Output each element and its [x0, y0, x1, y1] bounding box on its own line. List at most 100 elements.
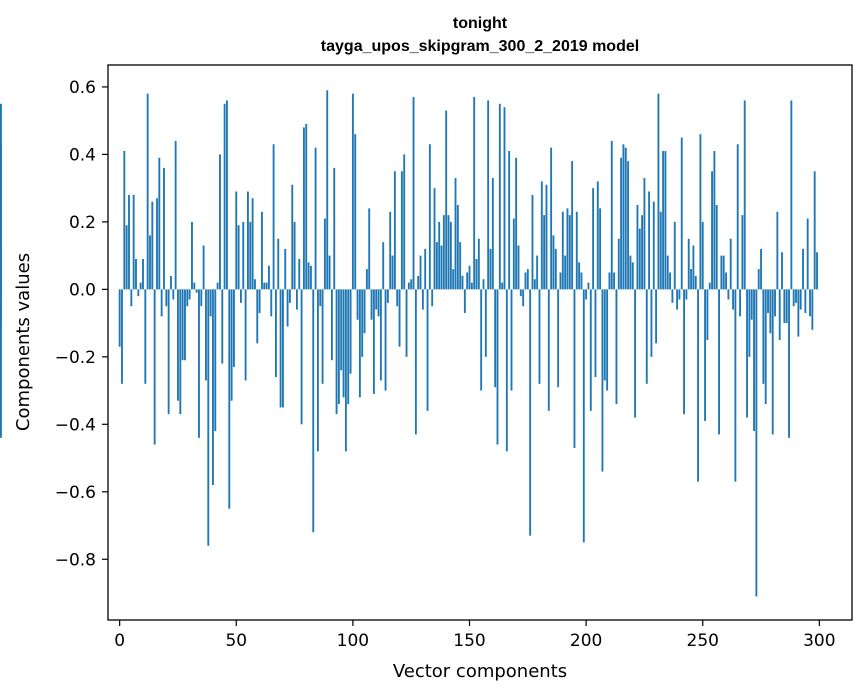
bar [559, 272, 562, 290]
x-tick-label: 250 [687, 631, 719, 651]
bar [750, 289, 753, 320]
bar [524, 272, 527, 290]
bar [123, 151, 126, 290]
bar [804, 289, 807, 313]
x-axis-ticks: 0 50 100 150 200 250 300 [114, 620, 836, 651]
bar [615, 289, 618, 405]
bar [370, 289, 373, 320]
bar [739, 289, 741, 317]
bar [505, 289, 508, 452]
bar [561, 211, 564, 290]
bar [256, 289, 259, 344]
bar [727, 289, 730, 300]
bar [638, 228, 641, 290]
bar [228, 289, 231, 509]
bar [662, 151, 665, 290]
bar [351, 93, 354, 290]
bar [354, 134, 357, 290]
bar [319, 289, 322, 307]
bar [365, 269, 368, 290]
bar [440, 245, 443, 290]
bar [522, 289, 525, 307]
bar [538, 289, 541, 384]
bar [666, 255, 669, 290]
bar [648, 191, 651, 290]
bar [431, 289, 434, 307]
bar [139, 282, 142, 290]
y-axis-ticks: −0.8 −0.6 −0.4 −0.2 0.0 0.2 0.4 0.6 [55, 78, 108, 570]
bar [198, 289, 200, 438]
bar [755, 289, 758, 597]
bar [783, 289, 786, 324]
bar [713, 151, 716, 290]
bar [736, 144, 739, 290]
bar [706, 289, 709, 340]
x-tick-label: 0 [114, 631, 125, 651]
bar [300, 289, 303, 425]
bar [414, 289, 417, 435]
bar [809, 289, 811, 317]
bar [585, 289, 588, 300]
bar [410, 279, 413, 290]
bar [459, 242, 462, 290]
bar [732, 289, 734, 310]
bar [337, 289, 340, 405]
x-axis-label: Vector components [393, 661, 567, 682]
bar [477, 238, 480, 290]
bar [219, 154, 221, 290]
bar [650, 289, 653, 357]
bar [330, 289, 333, 361]
bar [729, 238, 732, 290]
bar [149, 235, 151, 290]
bar [811, 289, 814, 330]
x-tick-label: 200 [570, 631, 602, 651]
bar [379, 289, 382, 381]
bar [158, 157, 161, 290]
y-tick-label: −0.4 [55, 415, 96, 435]
bar [188, 289, 191, 300]
bar [580, 272, 583, 290]
bar [501, 282, 504, 290]
bar [344, 289, 347, 452]
bar [806, 218, 809, 290]
bar [284, 248, 287, 290]
bar [622, 144, 625, 290]
chart-title: tonight [453, 15, 508, 32]
bar [403, 154, 406, 290]
x-tick-label: 150 [453, 631, 485, 651]
bar [405, 289, 408, 357]
y-tick-label: 0.4 [69, 145, 96, 165]
bar [582, 289, 585, 543]
bar [790, 100, 793, 290]
x-tick-label: 300 [803, 631, 835, 651]
bar [335, 289, 338, 415]
y-tick-label: 0.2 [69, 213, 96, 233]
bar [589, 289, 592, 411]
bar [757, 269, 760, 290]
bar [543, 215, 546, 290]
bar [463, 289, 466, 313]
bar [552, 235, 555, 290]
bar [400, 171, 403, 290]
bar [249, 221, 252, 290]
bar [0, 289, 2, 438]
bar [610, 140, 613, 290]
bar [508, 151, 511, 290]
bar [433, 188, 436, 290]
bar [676, 289, 679, 310]
bar [456, 205, 459, 290]
bar [533, 279, 536, 290]
bar [771, 289, 774, 435]
bar [564, 255, 567, 290]
bar [708, 282, 711, 290]
bar [386, 289, 389, 303]
bar [377, 289, 380, 317]
bar [641, 215, 644, 290]
bar [764, 289, 767, 405]
bar [207, 289, 210, 546]
bar [655, 289, 658, 344]
bar [690, 269, 693, 290]
bar [258, 289, 261, 313]
bar [212, 289, 214, 486]
